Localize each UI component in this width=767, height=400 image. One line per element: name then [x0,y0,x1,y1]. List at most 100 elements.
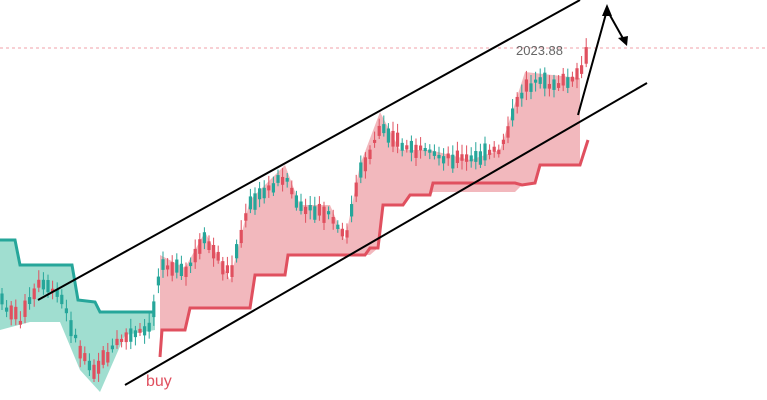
candle-body [87,360,91,371]
channel-upper [37,0,581,301]
candle-body [101,350,105,365]
candle-body [41,279,45,290]
candle-body [524,79,528,92]
candle-body [304,206,308,215]
candle-body [253,193,257,210]
candle-body [51,288,55,293]
candle-body [584,47,588,64]
candle-body [221,261,225,275]
candle-body [202,232,206,244]
candle-body [189,262,193,267]
candle-body [400,142,404,151]
candle-body [235,244,239,259]
candle-body [290,187,294,195]
candle-body [120,338,124,342]
candle-body [497,149,501,155]
candle-body [28,297,32,305]
candle-body [396,132,400,147]
candle-body [23,300,27,317]
candle-body [575,68,579,80]
candle-body [83,353,87,362]
candle-body [248,196,252,210]
candle-body [570,76,574,82]
candle-body [110,345,114,350]
candle-body [368,149,372,160]
candle-body [299,201,303,211]
candle-body [74,334,78,339]
candle-body [193,248,197,263]
candle-body [166,265,170,270]
candle-body [534,79,538,83]
candle-body [432,151,436,156]
candle-body [455,150,459,164]
candle-body [152,301,156,318]
candle-body [428,149,432,153]
candle-body [465,154,469,162]
candle-body [359,162,363,178]
candle-body [336,224,340,229]
candle-body [244,213,248,221]
candle-body [138,328,142,333]
candle-body [327,211,331,215]
candle-body [115,338,119,346]
candle-body [580,65,584,74]
candle-body [170,262,174,276]
candle-body [423,147,427,152]
candle-body [271,183,275,193]
candle-body [285,177,289,182]
candle-body [9,305,13,320]
candle-body [161,259,165,270]
candle-body [382,124,386,134]
candle-body [46,280,50,293]
candle-body [350,204,354,217]
candle-body [32,288,36,300]
candle-body [520,92,524,99]
candle-body [106,352,110,363]
channel-lower [124,82,648,386]
candle-body [478,151,482,165]
candle-body [37,279,41,288]
candle-body [212,244,216,259]
candle-body [156,276,160,286]
candle-body [175,259,179,273]
candle-body [354,182,358,197]
candle-body [391,130,395,147]
candle-body [322,206,326,223]
candle-body [124,332,128,343]
candle-body [345,230,349,238]
candle-body [230,265,234,277]
candle-body [198,239,202,254]
teal-trail [0,238,155,314]
candle-body [451,154,455,169]
candle-body [18,320,22,325]
candle-body [147,322,151,332]
candle-body [281,176,285,185]
candle-body [64,308,68,314]
candle-body [0,293,4,305]
candle-body [483,143,487,161]
candle-body [543,72,547,89]
candle-body [143,326,147,336]
candle-body [267,185,271,191]
candle-body [414,144,418,158]
candle-body [474,150,478,162]
candle-body [55,289,59,297]
candle-body [557,83,561,88]
candle-body [469,155,473,162]
candle-body [308,205,312,211]
candle-body [511,108,515,121]
candle-body [538,77,542,84]
arrow-head [602,4,612,16]
candle-body [129,328,133,342]
red-trail [158,139,590,358]
candle-body [561,73,565,86]
candle-body [442,156,446,164]
candle-body [488,149,492,155]
candle-body [313,206,317,220]
candle-body [216,251,220,261]
price-label: 2023.88 [516,43,563,58]
candle-body [437,154,441,159]
candle-body [566,77,570,88]
candle-body [547,83,551,89]
